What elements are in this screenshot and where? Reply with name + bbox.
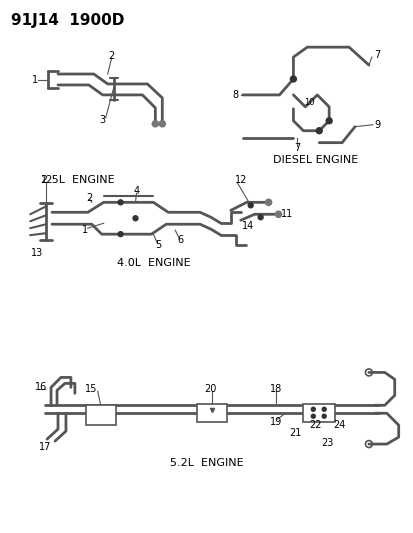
Text: 19: 19 <box>269 417 281 427</box>
Circle shape <box>159 121 165 127</box>
Circle shape <box>316 128 321 134</box>
Circle shape <box>275 211 281 217</box>
Circle shape <box>133 216 138 221</box>
Text: 16: 16 <box>35 382 47 392</box>
Circle shape <box>290 76 296 82</box>
Circle shape <box>152 121 158 127</box>
Text: 21: 21 <box>289 428 301 438</box>
Text: 14: 14 <box>241 221 254 231</box>
Circle shape <box>248 203 253 208</box>
Text: 18: 18 <box>269 384 281 394</box>
Text: 8: 8 <box>232 90 238 100</box>
Text: 4: 4 <box>133 187 139 196</box>
Text: 17: 17 <box>39 442 51 452</box>
Circle shape <box>265 199 271 205</box>
Text: 9: 9 <box>374 120 380 130</box>
Text: 10: 10 <box>304 99 314 107</box>
Text: DIESEL ENGINE: DIESEL ENGINE <box>272 155 357 165</box>
Circle shape <box>311 414 315 418</box>
Text: 3: 3 <box>100 115 106 125</box>
Text: 7: 7 <box>294 143 300 152</box>
FancyBboxPatch shape <box>303 404 335 422</box>
Circle shape <box>325 118 331 124</box>
Text: 20: 20 <box>204 384 216 394</box>
Text: 2.5L  ENGINE: 2.5L ENGINE <box>41 175 114 185</box>
Text: 13: 13 <box>31 248 43 258</box>
Circle shape <box>321 414 325 418</box>
Text: 11: 11 <box>280 209 292 219</box>
Text: 22: 22 <box>309 420 321 430</box>
Circle shape <box>118 200 123 205</box>
Text: 1: 1 <box>32 75 38 85</box>
Text: 91J14  1900D: 91J14 1900D <box>11 13 124 28</box>
Text: 5.2L  ENGINE: 5.2L ENGINE <box>170 458 243 468</box>
Text: 12: 12 <box>41 175 53 185</box>
Text: 6: 6 <box>177 235 183 245</box>
Text: 15: 15 <box>85 384 97 394</box>
FancyBboxPatch shape <box>197 404 226 422</box>
Circle shape <box>321 407 325 411</box>
Text: 1: 1 <box>81 225 88 235</box>
Text: 7: 7 <box>373 50 379 60</box>
Text: 5: 5 <box>155 240 161 250</box>
Text: 2: 2 <box>85 193 92 204</box>
Circle shape <box>258 215 263 220</box>
Text: 23: 23 <box>320 438 333 448</box>
Text: 24: 24 <box>332 420 345 430</box>
Circle shape <box>311 407 315 411</box>
Circle shape <box>118 232 123 237</box>
Text: 4.0L  ENGINE: 4.0L ENGINE <box>116 258 190 268</box>
Text: 12: 12 <box>234 175 247 185</box>
Text: 2: 2 <box>108 51 114 61</box>
FancyBboxPatch shape <box>85 405 115 425</box>
